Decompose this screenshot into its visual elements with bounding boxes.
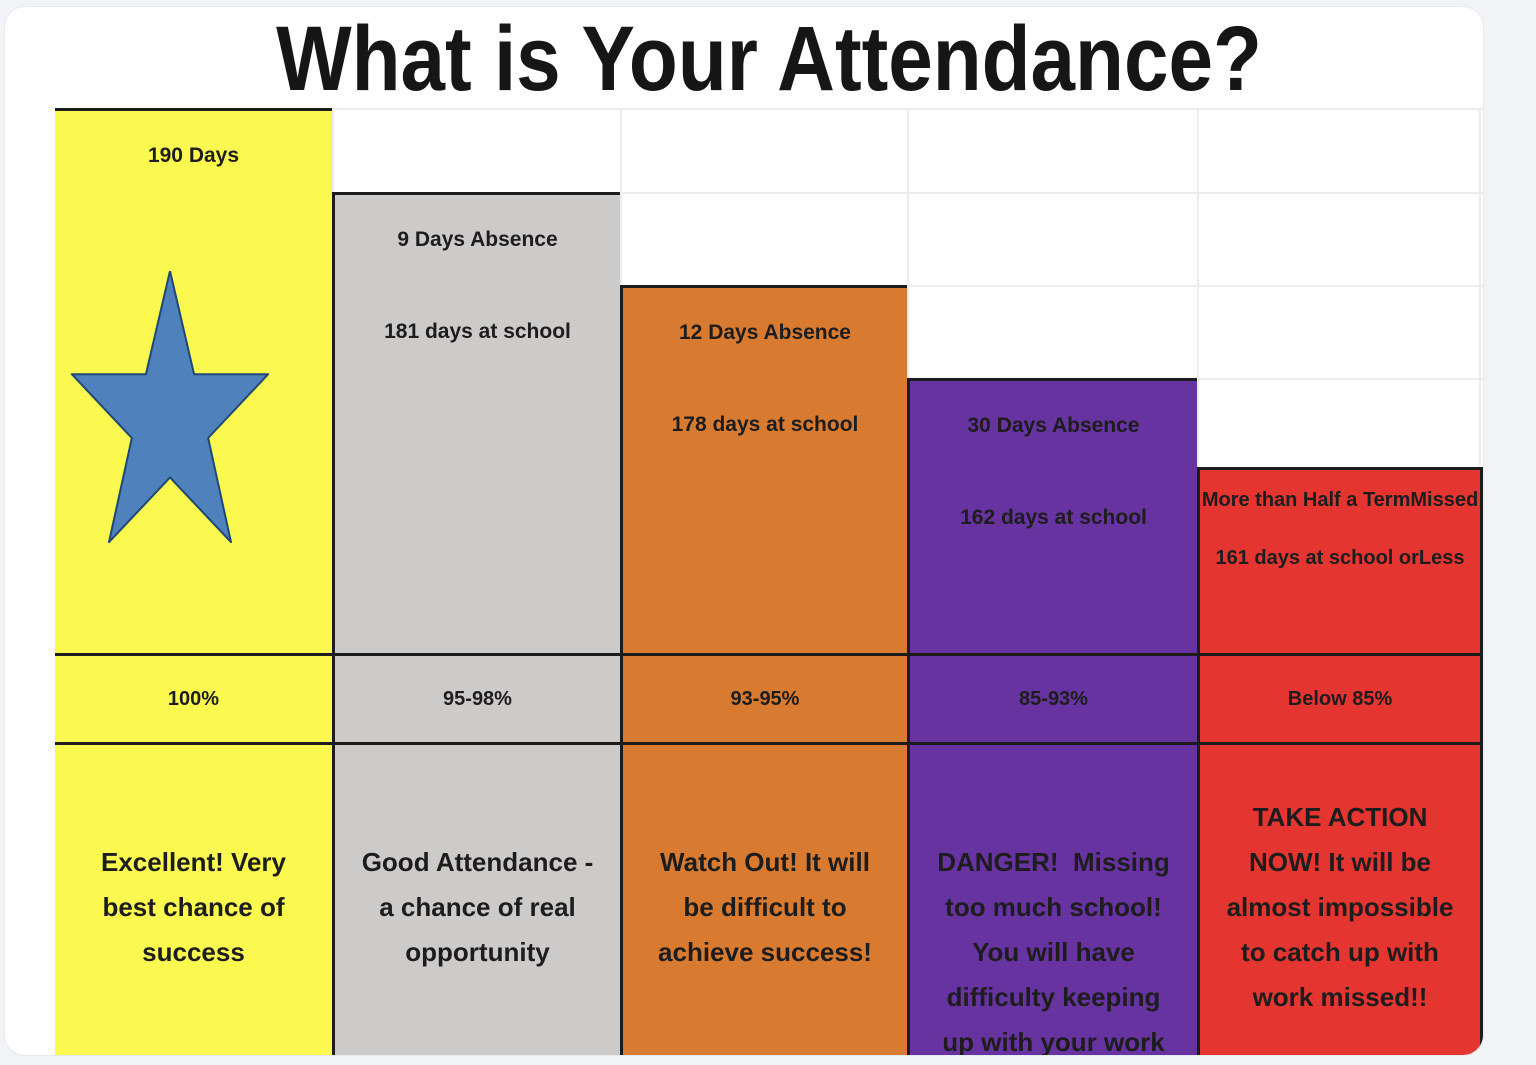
description-line: work missed!! [1252,982,1428,1012]
description-text: Excellent! Very best chance of success [55,745,332,1055]
days-at-school-label: 162 days at school [960,506,1147,529]
gridline-vertical [1197,108,1199,653]
description-line: NOW! It will be [1249,847,1431,877]
column-95-98-percent: 9 Days Absence 181 days at school 95-98%… [332,192,620,1055]
description-text: Watch Out! It will be difficult to achie… [623,745,907,1055]
label-line: Less [1418,547,1465,569]
description-line: You will have [972,937,1135,967]
column-85-93-percent: 30 Days Absence 162 days at school 85-93… [907,378,1197,1055]
description-line: best chance of [102,892,285,922]
percent-band-cell: 85-93% [910,653,1197,745]
column-100-percent: 190 Days 100% Excellent! Very best chanc… [55,108,332,1055]
days-at-school-label: 181 days at school [384,320,571,343]
description-line: success [142,937,245,967]
column-85-93-labels: 30 Days Absence 162 days at school [910,381,1197,653]
description-line: to catch up with [1241,937,1439,967]
days-at-school-label: 178 days at school [671,413,859,436]
percent-band-cell: 100% [55,653,332,745]
column-below-85-labels: More than Half a TermMissed 161 days at … [1200,470,1480,653]
description-line: difficulty keeping [946,982,1161,1012]
column-93-95-labels: 12 Days Absence 178 days at school [623,288,907,653]
column-95-98-labels: 9 Days Absence 181 days at school [335,195,620,653]
description-text: Good Attendance - a chance of real oppor… [335,745,620,1055]
days-count-label: 190 Days [147,144,240,167]
description-line: too much school! [945,892,1162,922]
poster-card: What is Your Attendance? 190 Days 100% E… [5,7,1483,1055]
days-absence-label: 30 Days Absence [967,414,1140,437]
days-at-school-label: 161 days at school orLess [1215,540,1464,576]
gridline-vertical [1479,108,1481,653]
star-icon [68,271,272,548]
description-line: Excellent! Very [101,847,286,877]
term-missed-label: More than Half a TermMissed [1202,482,1478,518]
description-line: Watch Out! It will [660,847,870,877]
description-line: achieve success! [658,937,872,967]
description-line: almost impossible [1226,892,1454,922]
percent-band-cell: 95-98% [335,653,620,745]
description-text: TAKE ACTION NOW! It will be almost impos… [1200,745,1480,1055]
column-below-85-percent: More than Half a TermMissed 161 days at … [1197,467,1483,1055]
description-line: a chance of real [379,892,576,922]
days-absence-label: 9 Days Absence [397,228,558,251]
description-line: opportunity [405,937,550,967]
description-line: be difficult to [683,892,847,922]
description-line: up with your work [942,1027,1165,1055]
label-line: More than Half a Term [1201,489,1411,511]
gridline-horizontal [55,192,1483,194]
column-93-95-percent: 12 Days Absence 178 days at school 93-95… [620,285,907,1055]
percent-band-cell: Below 85% [1200,653,1480,745]
percent-band-cell: 93-95% [623,653,907,745]
label-line: Missed [1410,489,1479,511]
days-absence-label: 12 Days Absence [679,321,851,344]
description-line: DANGER! Missing [937,847,1170,877]
description-line: Good Attendance - [361,847,594,877]
description-line: TAKE ACTION [1252,802,1428,832]
poster-title: What is Your Attendance? [276,8,1262,110]
label-line: 161 days at school or [1215,547,1419,569]
gridline-horizontal [55,108,1483,110]
star-shape [72,271,268,542]
column-100-labels: 190 Days [55,111,332,653]
description-text: DANGER! Missing too much school! You wil… [910,745,1197,1055]
